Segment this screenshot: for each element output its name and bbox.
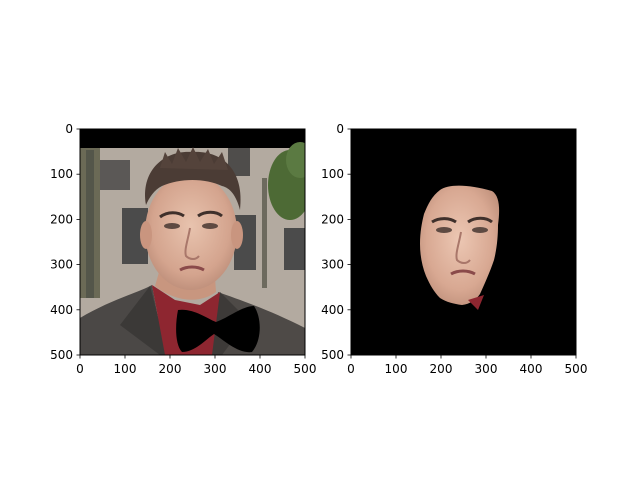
x-tick-label: 100 [114, 362, 137, 376]
x-tick-label: 400 [249, 362, 272, 376]
x-tick-label: 300 [475, 362, 498, 376]
y-tick-label: 500 [50, 348, 73, 362]
y-tick-label: 500 [321, 348, 344, 362]
axes-frame-left [79, 128, 306, 356]
head [145, 174, 237, 290]
y-tick-label: 100 [50, 167, 73, 181]
window [284, 228, 305, 270]
eyebrow-left [159, 211, 185, 219]
ear-right [231, 221, 243, 249]
hair-spikes [160, 147, 228, 170]
window [100, 160, 130, 190]
y-tick-label: 300 [50, 258, 73, 272]
eye-right [202, 223, 218, 229]
window [228, 148, 250, 176]
x-tick-label: 400 [520, 362, 543, 376]
x-tick-label: 300 [204, 362, 227, 376]
nose [184, 227, 200, 260]
eye-right-r [472, 227, 488, 233]
ear-left [140, 221, 152, 249]
bowtie [176, 306, 260, 353]
eye-left [164, 223, 180, 229]
lapel-left [120, 286, 168, 355]
x-tick-label: 0 [347, 362, 355, 376]
eyebrow-left-r [431, 217, 457, 224]
mouth [179, 265, 205, 272]
y-tick-label: 200 [50, 212, 73, 226]
y-tick-label: 100 [321, 167, 344, 181]
eyebrow-right [197, 210, 223, 218]
image-right [351, 129, 576, 355]
image-left [80, 129, 305, 355]
x-tick-label: 100 [385, 362, 408, 376]
eyebrow-right-r [467, 216, 493, 224]
eye-left-r [436, 227, 452, 233]
x-tick-label: 200 [430, 362, 453, 376]
nose-r [455, 231, 471, 264]
y-tick-label: 0 [65, 122, 73, 136]
x-tick-label: 0 [76, 362, 84, 376]
mouth-r [450, 269, 476, 276]
y-tick-label: 0 [336, 122, 344, 136]
tree-right-foliage [286, 142, 305, 178]
face-segment [420, 185, 500, 305]
x-tick-label: 500 [565, 362, 588, 376]
tree-right-trunk [262, 178, 267, 288]
y-tick-label: 200 [321, 212, 344, 226]
shirt-segment [468, 295, 484, 310]
letterbox-band [80, 129, 305, 148]
y-tick-label: 300 [321, 258, 344, 272]
tree-trunk-left [86, 150, 94, 298]
axes-frame-right [350, 128, 577, 356]
x-tick-label: 200 [159, 362, 182, 376]
y-tick-label: 400 [321, 303, 344, 317]
y-tick-label: 400 [50, 303, 73, 317]
x-tick-label: 500 [294, 362, 317, 376]
neck [155, 262, 216, 300]
